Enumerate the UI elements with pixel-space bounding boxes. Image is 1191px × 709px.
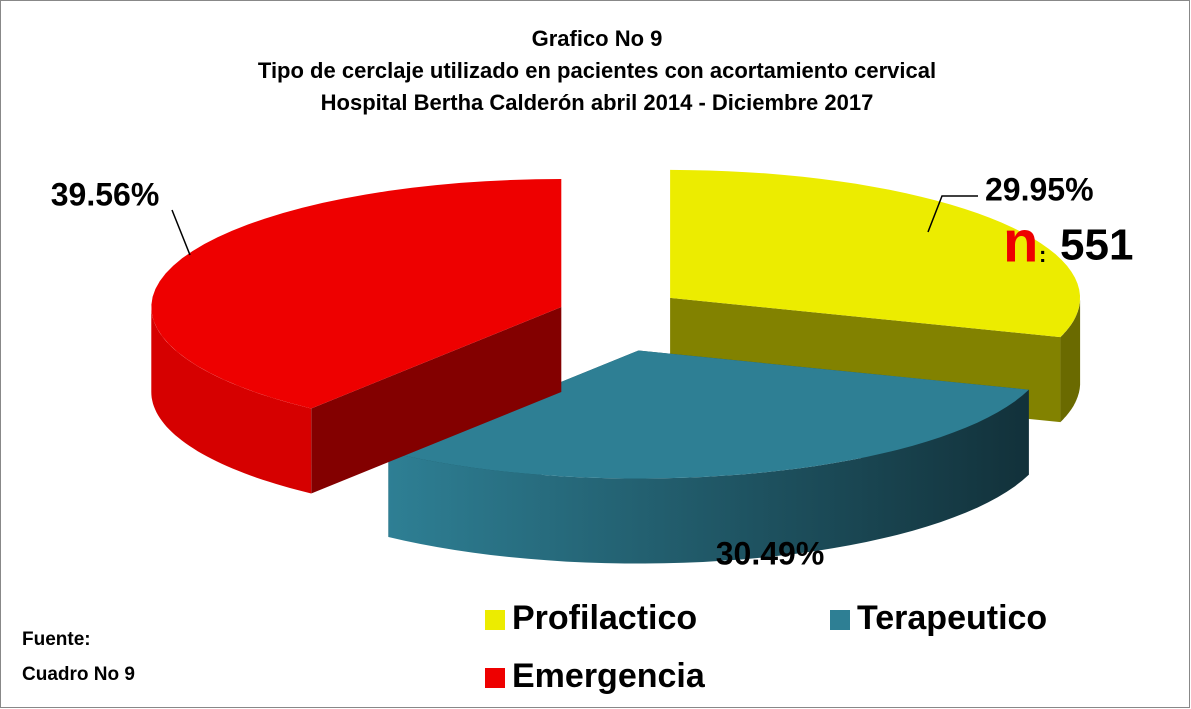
value-label: 29.95% (985, 171, 1094, 207)
pie (151, 169, 1081, 564)
legend-label: Emergencia (512, 657, 706, 695)
leader-line (171, 209, 191, 256)
slice-side (388, 389, 1029, 564)
legend-swatch (485, 610, 505, 630)
legend-label: Terapeutico (857, 599, 1047, 637)
chart-title: Grafico No 9 (532, 26, 663, 51)
chart-subtitle: Hospital Bertha Calderón abril 2014 - Di… (321, 90, 874, 115)
sample-size-separator: : (1039, 242, 1046, 267)
leader-line (927, 195, 978, 233)
value-label: 39.56% (51, 176, 160, 212)
sample-size-value: 551 (1060, 221, 1133, 270)
chart-subtitle: Tipo de cerclaje utilizado en pacientes … (258, 58, 936, 83)
slice (151, 179, 562, 494)
slice-top (388, 350, 1029, 479)
sample-size-label: n (1003, 209, 1038, 274)
value-label: 30.49% (716, 535, 825, 571)
legend-swatch (830, 610, 850, 630)
source: Cuadro No 9 (22, 664, 135, 685)
legend-label: Profilactico (512, 599, 697, 637)
slice-wall (311, 307, 562, 494)
source: Fuente: (22, 629, 91, 650)
legend-swatch (485, 668, 505, 688)
slice-top (670, 169, 1080, 338)
slice-side (151, 307, 312, 494)
slice-side (1060, 297, 1081, 423)
slice (388, 350, 1029, 564)
slice-top (151, 179, 562, 409)
